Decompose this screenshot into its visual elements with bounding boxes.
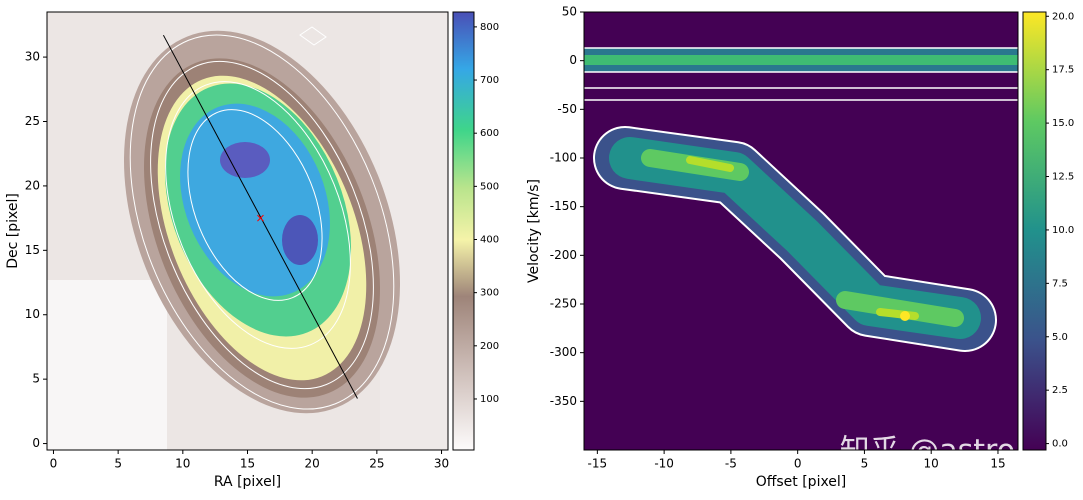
y-tick-label: -250 xyxy=(550,297,577,311)
y-tick-label: -150 xyxy=(550,199,577,213)
x-tick-label: 10 xyxy=(924,457,939,471)
watermark: 知乎 @astroR2 xyxy=(840,434,1055,469)
y-axis-label: Dec [pixel] xyxy=(5,193,21,269)
y-tick-label: -300 xyxy=(550,345,577,359)
y-tick-label: 15 xyxy=(25,243,40,257)
colorbar-tick-label: 15.0 xyxy=(1052,118,1074,129)
colorbar-tick-label: 200 xyxy=(480,341,499,352)
x-tick-label: -15 xyxy=(588,457,608,471)
y-tick-label: -200 xyxy=(550,248,577,262)
colorbar-tick-label: 17.5 xyxy=(1052,65,1074,76)
colorbar-tick-label: 500 xyxy=(480,181,499,192)
colorbar-ticks: 0.0 2.5 5.0 7.5 10.0 12.5 15.0 17.5 20.0 xyxy=(1046,11,1074,450)
x-tick-label: 15 xyxy=(240,457,255,471)
colorbar xyxy=(1022,11,1047,451)
y-tick-label: -100 xyxy=(550,151,577,165)
y-tick-label: -350 xyxy=(550,394,577,408)
x-tick-label: 5 xyxy=(114,457,122,471)
colorbar-tick-label: 0.0 xyxy=(1052,439,1068,450)
x-tick-label: 0 xyxy=(794,457,802,471)
x-tick-label: 0 xyxy=(50,457,58,471)
y-axis-label: Velocity [km/s] xyxy=(526,179,542,283)
colorbar-tick-label: 600 xyxy=(480,128,499,139)
x-tick-label: -10 xyxy=(654,457,674,471)
colorbar-tick-label: 12.5 xyxy=(1052,172,1074,183)
slice-line xyxy=(162,34,358,399)
y-tick-label: 0 xyxy=(32,436,40,450)
x-tick-label: 25 xyxy=(369,457,384,471)
colorbar-ticks: 100 200 300 400 500 600 700 800 xyxy=(474,22,499,405)
y-tick-label: 5 xyxy=(32,372,40,386)
y-tick-label: 25 xyxy=(25,114,40,128)
colorbar-tick-label: 5.0 xyxy=(1052,332,1068,343)
colorbar-tick-label: 300 xyxy=(480,288,499,299)
image-left xyxy=(47,12,448,450)
x-tick-label: 30 xyxy=(434,457,449,471)
colorbar-tick-label: 10.0 xyxy=(1052,225,1074,236)
colorbar-tick-label: 20.0 xyxy=(1052,11,1074,22)
x-tick-label: 20 xyxy=(305,457,320,471)
colorbar-tick-label: 100 xyxy=(480,394,499,405)
y-tick-label: -50 xyxy=(557,102,577,116)
x-tick-label: 5 xyxy=(861,457,869,471)
colorbar-tick-label: 7.5 xyxy=(1052,278,1068,289)
colorbar-tick-label: 700 xyxy=(480,75,499,86)
y-tick-label: 50 xyxy=(562,5,577,19)
y-tick-label: 10 xyxy=(25,307,40,321)
y-tick-label: 20 xyxy=(25,178,40,192)
y-tick-label: 30 xyxy=(25,50,40,64)
y-tick-label: 0 xyxy=(569,53,577,67)
x-tick-label: 10 xyxy=(175,457,190,471)
colorbar-tick-label: 400 xyxy=(480,235,499,246)
image-right xyxy=(584,12,1018,450)
x-tick-label: 15 xyxy=(990,457,1005,471)
center-marker xyxy=(257,214,264,222)
colorbar-tick-label: 2.5 xyxy=(1052,385,1068,396)
x-axis-label: RA [pixel] xyxy=(214,474,281,490)
x-tick-label: -5 xyxy=(725,457,737,471)
colorbar-tick-label: 800 xyxy=(480,22,499,33)
colorbar xyxy=(452,11,475,451)
x-axis-label: Offset [pixel] xyxy=(756,474,847,490)
axes-frame xyxy=(583,11,1019,451)
